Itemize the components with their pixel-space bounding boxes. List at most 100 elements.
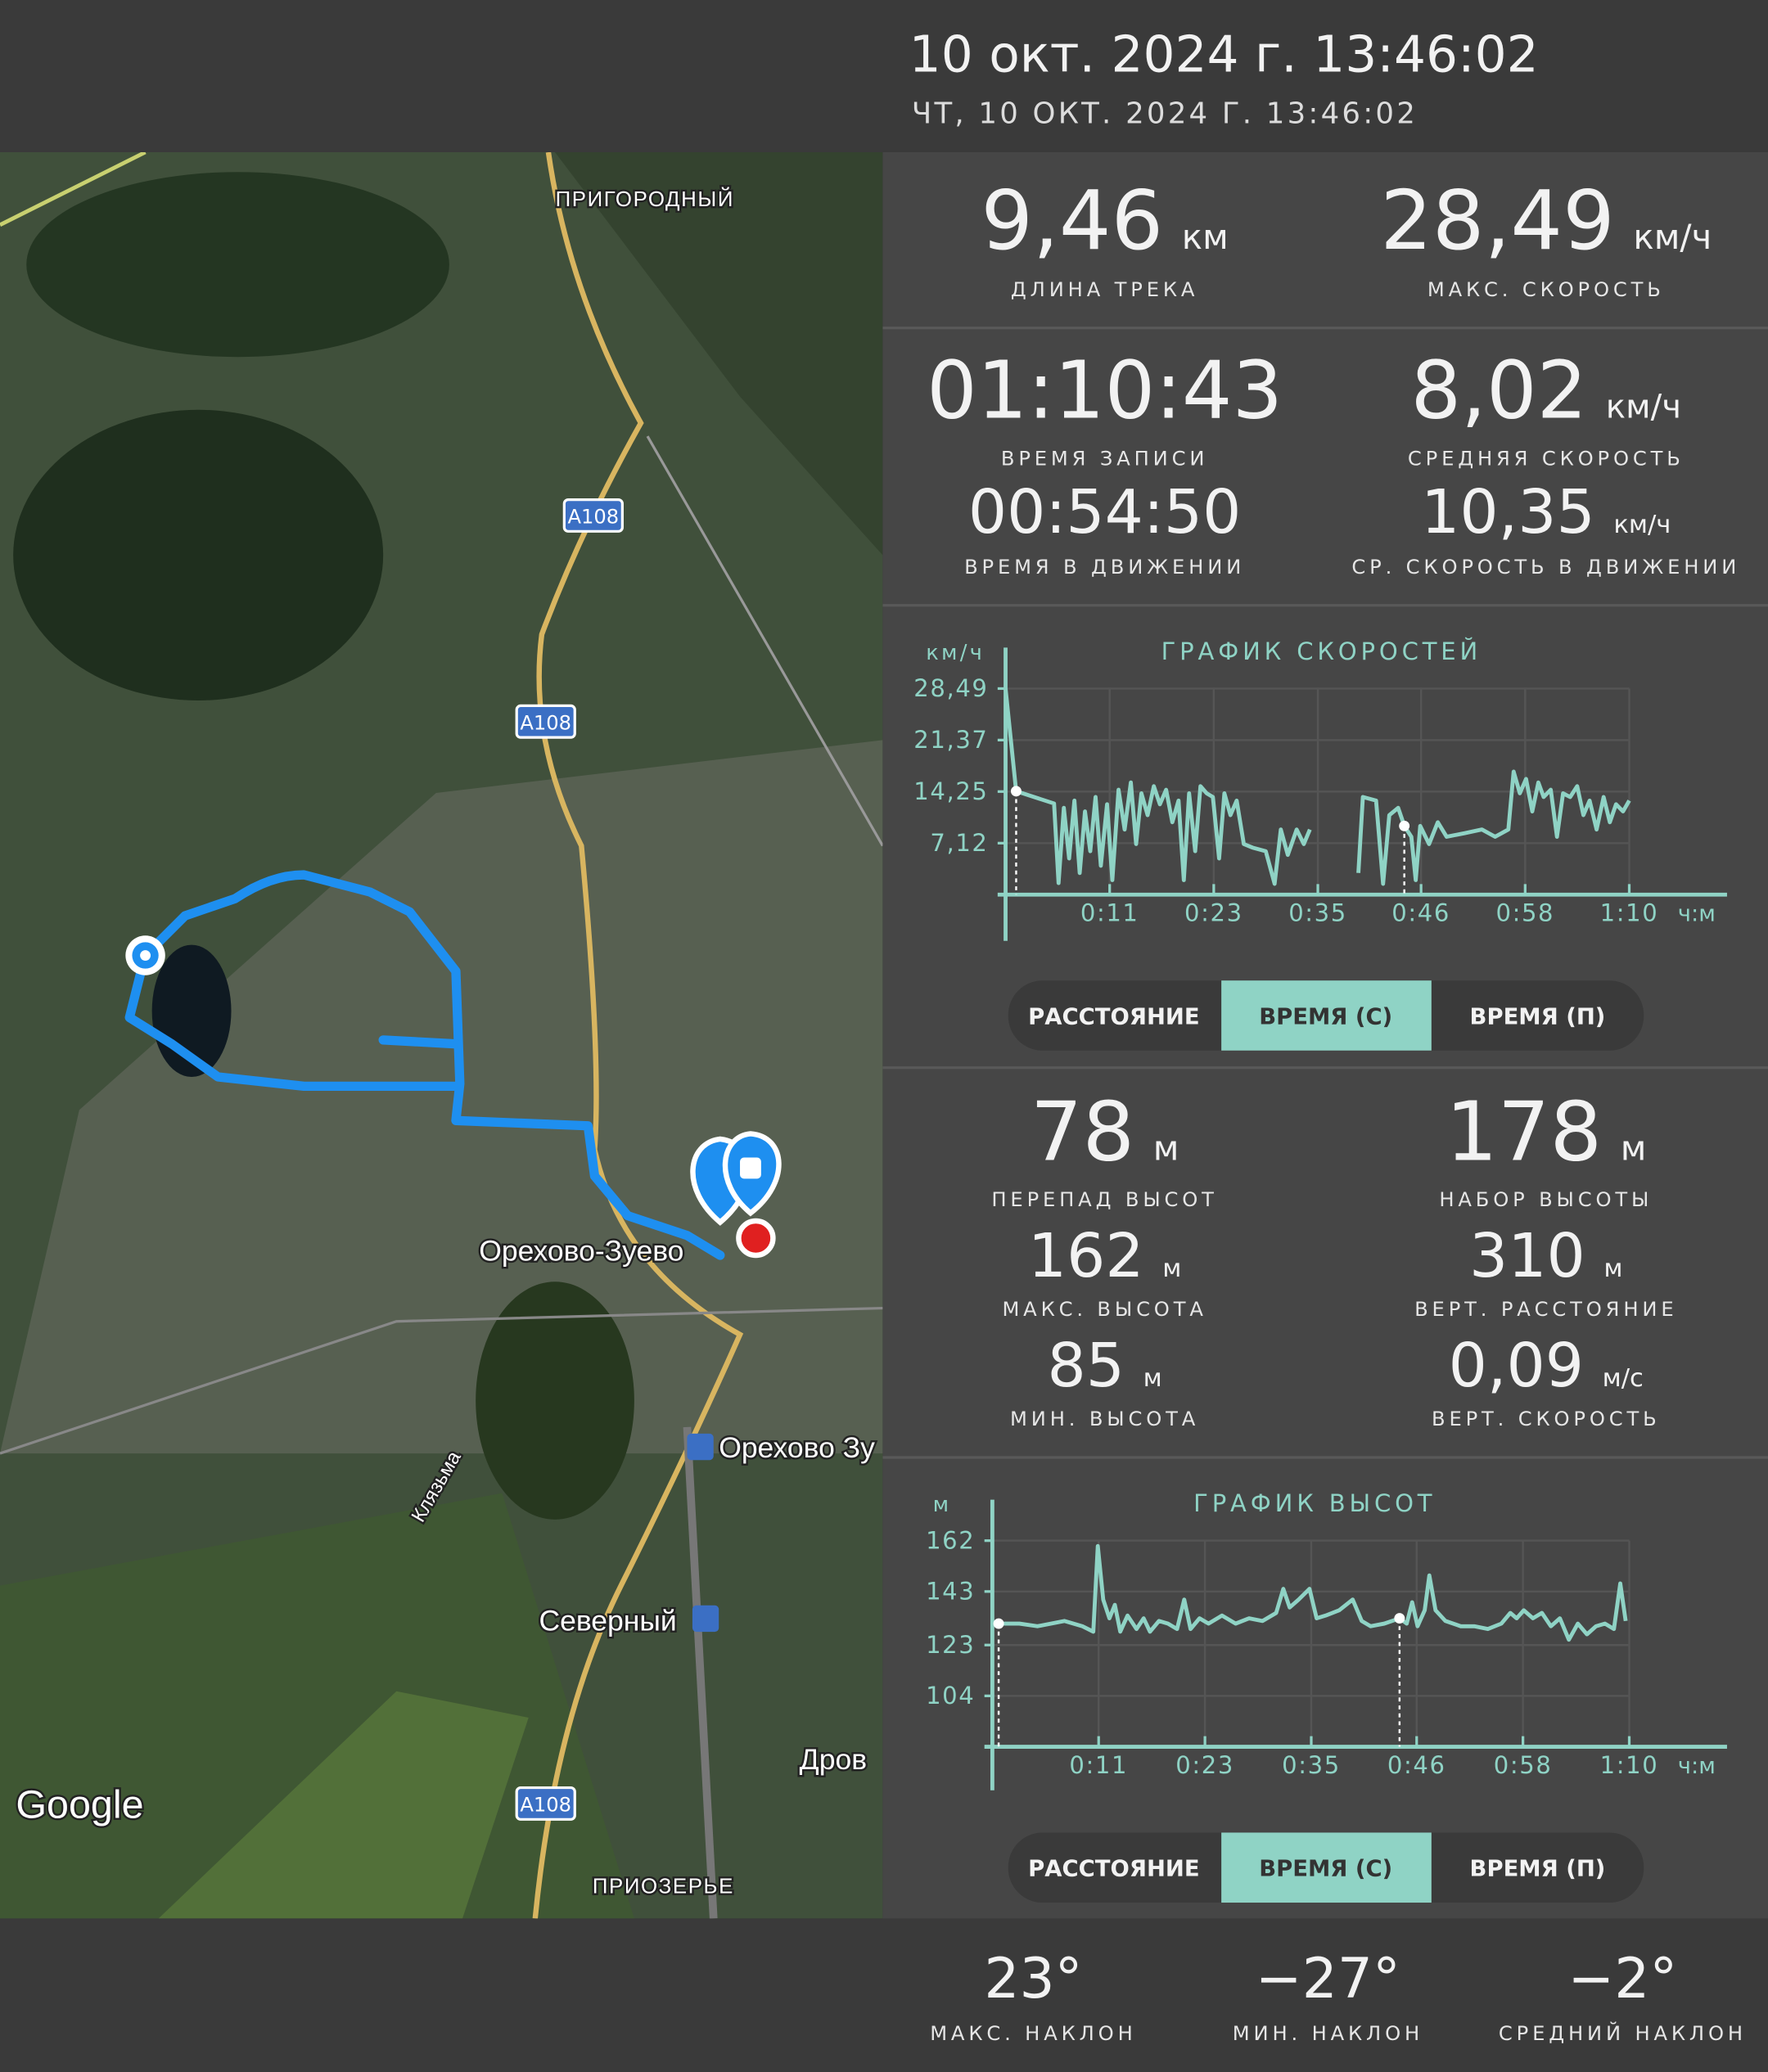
stat-number: 23° (984, 1946, 1082, 2011)
stat-unit: м (1143, 1364, 1162, 1393)
map-logo: Google (16, 1783, 143, 1827)
marker-dot (1010, 786, 1022, 797)
toggle-option[interactable]: ВРЕМЯ (С) (1259, 1004, 1392, 1029)
stat-number: −2° (1567, 1946, 1677, 2011)
stat-number: −27° (1256, 1946, 1400, 2011)
map-label: Северный (539, 1604, 676, 1637)
y-tick-label: 28,49 (913, 674, 988, 702)
stat-unit: км (1182, 217, 1229, 257)
map-label: Орехово Зу (719, 1431, 875, 1464)
y-tick-label: 143 (926, 1578, 975, 1606)
stat-label: ВРЕМЯ В ДВИЖЕНИИ (964, 556, 1245, 579)
y-tick-label: 123 (926, 1631, 975, 1659)
stat-label: ДЛИНА ТРЕКА (1011, 278, 1198, 301)
toggle-option[interactable]: ВРЕМЯ (П) (1470, 1004, 1606, 1029)
stat-value: 23° (984, 1946, 1082, 2011)
separators (882, 327, 1768, 1459)
stat-unit: км/ч (1606, 387, 1681, 426)
stat-number: 310 (1469, 1220, 1585, 1291)
chart-title: ГРАФИК ВЫСОТ (1193, 1489, 1436, 1517)
stat-value: 10,35 км/ч (1421, 476, 1671, 547)
stat-number: 9,46 (981, 173, 1163, 268)
stat-label: СР. СКОРОСТЬ В ДВИЖЕНИИ (1351, 556, 1740, 579)
map-label: Орехово-Зуево (479, 1234, 683, 1267)
y-unit: км/ч (926, 641, 985, 665)
stat-value: 28,49 км/ч (1380, 173, 1712, 268)
stat-label: МИН. НАКЛОН (1233, 2022, 1423, 2045)
x-tick-label: 0:35 (1282, 1751, 1341, 1779)
map-label: Дров (800, 1743, 867, 1776)
stat-value: 8,02 км/ч (1411, 344, 1682, 436)
y-tick-label: 14,25 (913, 777, 988, 805)
map-label: ПРИОЗЕРЬЕ (593, 1876, 734, 1899)
x-tick-label: 0:58 (1495, 899, 1554, 927)
stat-label: СРЕДНЯЯ СКОРОСТЬ (1408, 448, 1685, 471)
x-tick-label: 1:10 (1600, 1751, 1659, 1779)
stat-number: 10,35 (1421, 476, 1595, 547)
stat-unit: м (1621, 1128, 1647, 1169)
x-tick-label: 1:10 (1600, 899, 1659, 927)
marker-dot (993, 1618, 1004, 1629)
x-tick-label: 0:11 (1069, 1751, 1128, 1779)
chart-title: ГРАФИК СКОРОСТЕЙ (1161, 637, 1482, 665)
stat-number: 78 (1031, 1084, 1134, 1180)
stat-value: 162 м (1028, 1220, 1181, 1291)
x-tick-label: 0:11 (1080, 899, 1139, 927)
stat-number: 162 (1028, 1220, 1144, 1291)
dynamic: 9,46 км ДЛИНА ТРЕКА 28,49 км/ч МАКС. СКОРОСТЬ… (913, 173, 1747, 2045)
stat-value: −2° (1567, 1946, 1677, 2011)
road-shield: A108 (520, 711, 571, 734)
stat-unit: м (1153, 1128, 1179, 1169)
toggle-selected (1221, 980, 1432, 1051)
x-tick-label: 0:46 (1391, 899, 1450, 927)
marker-dot (1394, 1613, 1405, 1624)
x-tick-label: 0:23 (1175, 1751, 1234, 1779)
stat-label: СРЕДНИЙ НАКЛОН (1499, 2021, 1747, 2045)
stat-label: ВЕРТ. СКОРОСТЬ (1432, 1408, 1661, 1430)
toggle-option[interactable]: ВРЕМЯ (С) (1259, 1857, 1392, 1882)
stat-value: 85 м (1047, 1330, 1161, 1401)
map[interactable]: ПРИГОРОДНЫЙ A108 A108 A108 Орехово-Зуево… (0, 152, 883, 1919)
stat-label: ВРЕМЯ ЗАПИСИ (1001, 448, 1208, 471)
toggle-option[interactable]: РАССТОЯНИЕ (1028, 1004, 1199, 1029)
x-tick-label: 0:35 (1288, 899, 1347, 927)
stat-number: 00:54:50 (968, 476, 1241, 547)
stat-unit: км/ч (1613, 511, 1671, 539)
x-unit: ч:м (1678, 902, 1716, 927)
stat-value: 0,09 м/с (1449, 1330, 1644, 1401)
road-shield: A108 (567, 506, 619, 529)
toggle-selected (1221, 1832, 1432, 1903)
segmented-control[interactable]: РАССТОЯНИЕ ВРЕМЯ (С) ВРЕМЯ (П) (1008, 980, 1644, 1051)
stat-number: 8,02 (1411, 344, 1588, 436)
stat-number: 28,49 (1380, 173, 1615, 268)
x-tick-label: 0:23 (1184, 899, 1243, 927)
stat-label: МИН. ВЫСОТА (1010, 1408, 1199, 1430)
stat-value: 9,46 км (981, 173, 1228, 268)
stat-number: 178 (1446, 1084, 1602, 1180)
stat-value: 310 м (1469, 1220, 1622, 1291)
stat-label: МАКС. ВЫСОТА (1002, 1298, 1206, 1321)
stat-value: 01:10:43 (927, 344, 1283, 436)
x-unit: ч:м (1678, 1754, 1716, 1779)
toggle-option[interactable]: ВРЕМЯ (П) (1470, 1857, 1606, 1882)
y-unit: м (933, 1493, 952, 1517)
y-tick-label: 162 (926, 1526, 975, 1554)
stat-value: 178 м (1446, 1084, 1646, 1180)
stat-label: МАКС. НАКЛОН (930, 2022, 1136, 2045)
segmented-control[interactable]: РАССТОЯНИЕ ВРЕМЯ (С) ВРЕМЯ (П) (1008, 1832, 1644, 1903)
x-tick-label: 0:46 (1387, 1751, 1446, 1779)
marker-dot (1399, 820, 1410, 831)
stat-value: 78 м (1031, 1084, 1179, 1180)
y-tick-label: 21,37 (913, 726, 988, 754)
toggle-option[interactable]: РАССТОЯНИЕ (1028, 1857, 1199, 1882)
road-shield: A108 (520, 1794, 571, 1817)
stat-unit: м (1603, 1254, 1622, 1283)
stat-value: −27° (1256, 1946, 1400, 2011)
stat-label: ВЕРТ. РАССТОЯНИЕ (1414, 1298, 1677, 1321)
data-line (999, 1543, 1628, 1642)
y-tick-label: 104 (926, 1682, 975, 1709)
stat-number: 85 (1047, 1330, 1124, 1401)
